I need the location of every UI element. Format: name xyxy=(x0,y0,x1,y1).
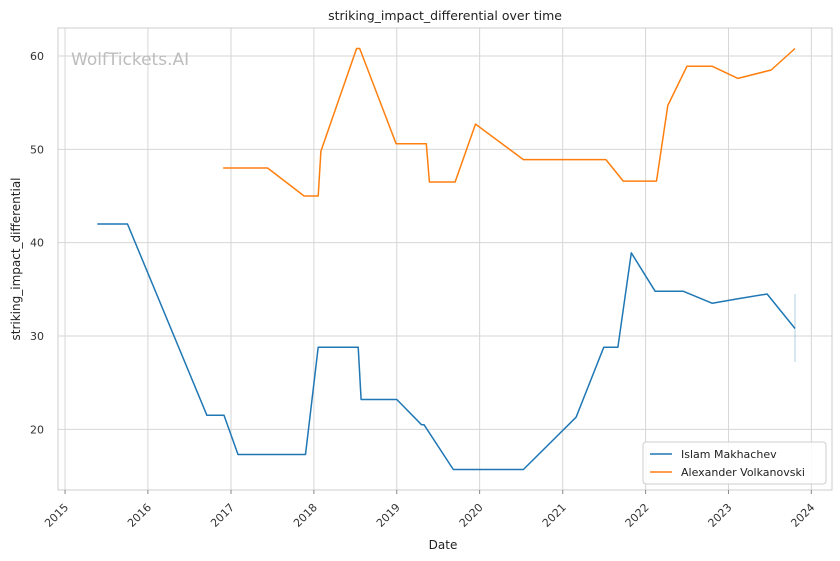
plot-area xyxy=(57,27,833,491)
legend-box xyxy=(642,441,827,485)
legend-label-islam-makhachev: Islam Makhachev xyxy=(681,448,777,461)
watermark: WolfTickets.AI xyxy=(71,50,189,70)
y-axis-label: striking_impact_differential xyxy=(9,177,23,340)
series-line-alexander-volkanovski xyxy=(223,47,796,197)
grid xyxy=(58,28,832,490)
y-tick-label: 50 xyxy=(30,143,44,156)
y-tick-label: 20 xyxy=(30,423,44,436)
x-axis-label: Date xyxy=(429,538,458,552)
chart-title: striking_impact_differential over time xyxy=(328,8,562,23)
y-tick-label: 30 xyxy=(30,330,44,343)
legend-label-alexander-volkanovski: Alexander Volkanovski xyxy=(681,466,805,479)
series-layer xyxy=(97,47,796,471)
y-tick-label: 60 xyxy=(30,50,44,63)
y-tick-label: 40 xyxy=(30,237,44,250)
legend: Islam Makhachev Alexander Volkanovski xyxy=(642,441,827,485)
series-line-islam-makhachev xyxy=(97,223,796,471)
